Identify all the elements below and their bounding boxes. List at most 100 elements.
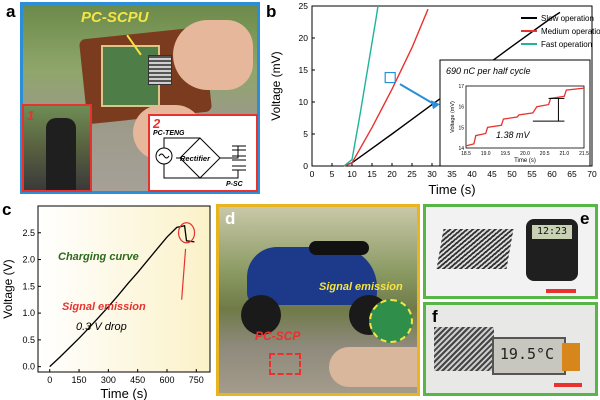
chart-c-xlabel: Time (s)	[100, 386, 147, 400]
watch-display: 12:23	[532, 225, 572, 239]
chart-b-inset-xtick-label: 18.5	[461, 151, 471, 157]
panel-letter-e: e	[580, 209, 590, 228]
chart-c: 0 150 300 450 600 750 0.0 0.5 1.0 1.5 2.0 2.5 Time (…	[1, 205, 211, 400]
panel-letter-d: d	[225, 209, 236, 228]
chart-c-emission-circle	[177, 222, 196, 244]
scooter-body	[247, 247, 377, 305]
teng-label: PC-TENG	[153, 130, 185, 137]
chart-b-xtick-label: 70	[587, 169, 597, 179]
panel-letter-f: f	[432, 307, 438, 326]
chart-c-ytick-label: 0.5	[22, 335, 35, 345]
chart-c-emission-arrow	[181, 248, 187, 300]
inset-2-circuit: 2 PC-TENG Rectifier P-SC	[148, 114, 258, 192]
chart-b-inset-ytick-label: 16	[458, 105, 464, 111]
chart-b-zoom-arrow	[399, 83, 437, 107]
chart-b-inset-charge-annotation: 690 nC per half cycle	[446, 66, 531, 76]
chart-b-inset-ytick-label: 17	[458, 84, 464, 90]
circuit-diagram: PC-TENG Rectifier P-SC	[153, 130, 246, 188]
chart-b-inset-xtick-label: 20.0	[520, 151, 530, 157]
chart-c-ytick-label: 1.0	[22, 308, 35, 318]
signal-circuit-inset	[369, 299, 413, 343]
chart-b-ytick-label: 0	[303, 161, 308, 171]
chart-b-inset-step-annotation: 1.38 mV	[496, 130, 531, 140]
chart-b-xtick-label: 40	[467, 169, 477, 179]
thermometer-photo: 19.5°C f	[423, 302, 598, 396]
chart-b-inset-xtick-label: 19.5	[500, 151, 510, 157]
chart-b-inset-xtick-label: 20.5	[540, 151, 550, 157]
rectifier-label: Rectifier	[180, 154, 211, 163]
chart-b-inset-ytick-label: 15	[458, 125, 464, 131]
inset-2-number: 2	[153, 116, 161, 131]
chart-c-xtick-label: 300	[101, 375, 116, 385]
chart-c-ytick-label: 0.0	[22, 362, 35, 372]
pc-scpu-device	[148, 55, 172, 85]
chart-b-xtick-label: 10	[347, 169, 357, 179]
chart-b-xtick-label: 45	[487, 169, 497, 179]
chart-c-ytick-label: 2.0	[22, 255, 35, 265]
chart-c-emission-annotation: Signal emission	[62, 301, 146, 313]
chart-b-xtick-label: 55	[527, 169, 537, 179]
chart-b-inset-ytick-label: 14	[458, 146, 464, 152]
chart-b-ytick-label: 25	[299, 1, 309, 11]
chart-b-xtick-label: 20	[387, 169, 397, 179]
chart-b-zoom-arrowhead	[431, 100, 440, 110]
chart-b-series-1	[343, 8, 429, 167]
signal-emission-label: Signal emission	[319, 281, 403, 293]
scooter-wheel-front	[241, 295, 281, 335]
scale-bar	[546, 289, 576, 293]
device-label: PC-SCPU	[81, 9, 149, 26]
chart-b-xtick-label: 25	[407, 169, 417, 179]
chart-c-xtick-label: 750	[189, 375, 204, 385]
chart-b-legend-label: Fast operation	[541, 40, 592, 49]
chart-c-xtick-label: 450	[130, 375, 145, 385]
chart-b-ytick-label: 20	[299, 33, 309, 43]
person-figure	[46, 118, 76, 190]
panel-a: PC-SCPU 1 2 PC-TENG Rectifier P-SC a	[0, 0, 262, 198]
chart-b-zoom-box	[384, 71, 396, 84]
chart-c-ylabel: Voltage (V)	[1, 259, 15, 318]
pc-scp-label: PC-SCP	[255, 329, 301, 343]
chart-b-xtick-label: 5	[330, 169, 335, 179]
chart-b-series-2	[343, 5, 379, 167]
chart-c-ytick-label: 2.5	[22, 228, 35, 238]
chart-b-ylabel: Voltage (mV)	[269, 51, 283, 120]
pc-scp-device	[269, 353, 301, 375]
hand	[173, 20, 253, 90]
panel-letter-a: a	[6, 2, 16, 21]
chart-b-ytick-label: 5	[303, 129, 308, 139]
chart-b-inset-ylabel: Voltage (mV)	[450, 101, 456, 133]
scooter-photo: PC-SCP Signal emission d	[216, 204, 420, 396]
hand-foreground	[329, 347, 417, 387]
chart-b-xtick-label: 50	[507, 169, 517, 179]
chart-c-curve-annotation: Charging curve	[58, 251, 139, 263]
supercapacitor-icon	[232, 145, 246, 171]
chart-b-legend-label: Medium operation	[541, 27, 600, 36]
chart-b: 0 5 10 15 20 25 30 35 40 45 50 55 60 65 70 0 5 10 15 20 25 Ti…	[269, 1, 600, 197]
scale-bar-f	[554, 383, 582, 387]
chart-b-inset-series	[465, 87, 585, 147]
lcd-thermometer	[492, 337, 566, 375]
copper-tab	[562, 343, 580, 371]
sc-label: P-SC	[226, 181, 244, 188]
panel-letter-b: b	[266, 2, 277, 21]
panel-letter-c: c	[2, 200, 12, 219]
chart-b-inset-axes	[465, 85, 585, 149]
chart-b-ytick-label: 10	[299, 97, 309, 107]
chart-b-legend-label: Slow operation	[541, 14, 594, 23]
watch-photo: 12:23 e	[423, 204, 598, 299]
chart-b-xtick-label: 15	[367, 169, 377, 179]
chart-b-ytick-label: 15	[299, 65, 309, 75]
chart-b-inset-xtick-label: 19.0	[481, 151, 491, 157]
teng-strip	[434, 327, 494, 371]
chart-c-xtick-label: 600	[159, 375, 174, 385]
chart-b-xtick-label: 65	[567, 169, 577, 179]
chart-b-inset-xlabel: Time (s)	[514, 158, 536, 164]
chart-b-inset-xtick-label: 21.5	[579, 151, 589, 157]
thermometer-display: 19.5°C	[499, 345, 555, 363]
scooter-seat	[309, 241, 369, 255]
inset-1-photo: 1	[22, 104, 92, 192]
chart-b-inset-xtick-label: 21.0	[559, 151, 569, 157]
inset-1-number: 1	[27, 108, 35, 123]
chart-c-xtick-label: 0	[47, 375, 52, 385]
chart-b-xlabel: Time (s)	[428, 182, 475, 197]
